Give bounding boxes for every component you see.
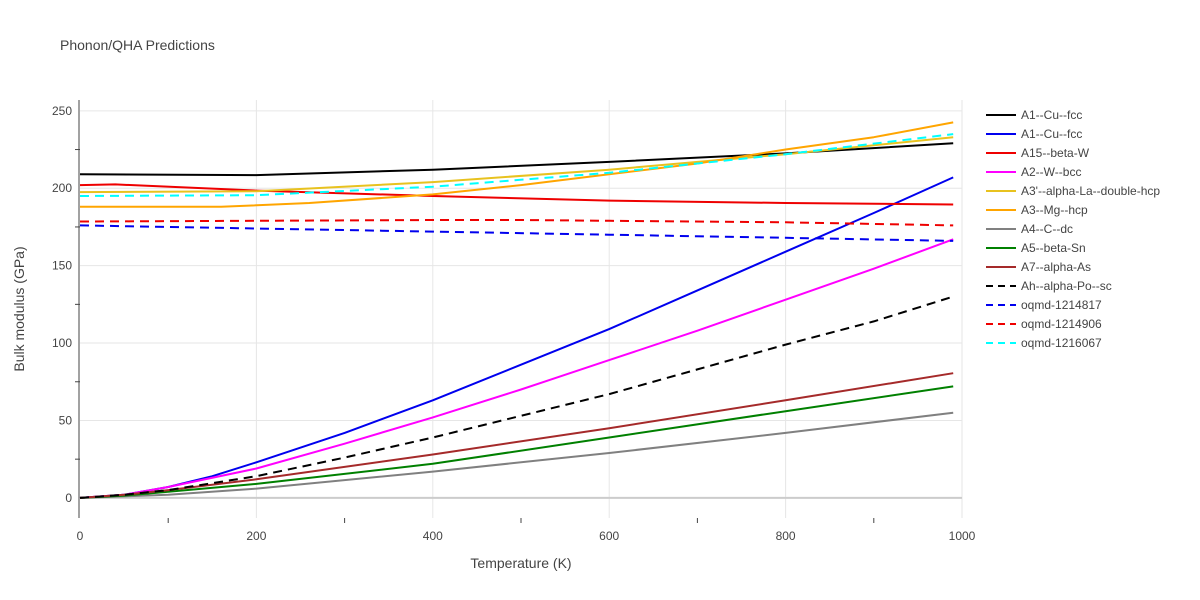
series-line	[79, 176, 954, 499]
y-axis-title: Bulk modulus (GPa)	[11, 246, 27, 371]
legend-label: A4--C--dc	[1021, 222, 1073, 236]
chart-title: Phonon/QHA Predictions	[60, 37, 215, 53]
y-tick-label: 150	[52, 259, 72, 273]
series-line	[79, 295, 954, 499]
legend-label: A3'--alpha-La--double-hcp	[1021, 184, 1160, 198]
legend-item[interactable]: oqmd-1214817	[986, 298, 1102, 312]
x-tick-label: 0	[77, 529, 84, 543]
legend-item[interactable]: A3--Mg--hcp	[986, 203, 1088, 217]
legend-label: A1--Cu--fcc	[1021, 108, 1082, 122]
x-axis-ticks: 0 200 400 600 800 1000	[77, 518, 976, 543]
legend[interactable]: A1--Cu--fcc A1--Cu--fcc A15--beta-W A2--W--…	[986, 108, 1160, 350]
x-tick-label: 800	[776, 529, 796, 543]
legend-item[interactable]: A4--C--dc	[986, 222, 1073, 236]
legend-item[interactable]: A5--beta-Sn	[986, 241, 1086, 255]
legend-label: A1--Cu--fcc	[1021, 127, 1082, 141]
legend-label: A15--beta-W	[1021, 146, 1090, 160]
x-tick-label: 600	[599, 529, 619, 543]
legend-label: Ah--alpha-Po--sc	[1021, 279, 1112, 293]
x-tick-label: 1000	[949, 529, 976, 543]
legend-label: oqmd-1216067	[1021, 336, 1102, 350]
x-tick-label: 200	[246, 529, 266, 543]
legend-item[interactable]: A3'--alpha-La--double-hcp	[986, 184, 1160, 198]
series-line	[79, 238, 954, 499]
legend-label: A5--beta-Sn	[1021, 241, 1086, 255]
legend-item[interactable]: A1--Cu--fcc	[986, 108, 1082, 122]
grid	[80, 100, 963, 518]
y-tick-label: 250	[52, 104, 72, 118]
series-line	[79, 219, 954, 227]
legend-item[interactable]: Ah--alpha-Po--sc	[986, 279, 1112, 293]
series-line	[79, 133, 954, 197]
legend-item[interactable]: oqmd-1214906	[986, 317, 1102, 331]
legend-item[interactable]: A7--alpha-As	[986, 260, 1091, 274]
series-line	[79, 411, 954, 499]
legend-label: A3--Mg--hcp	[1021, 203, 1088, 217]
legend-label: A2--W--bcc	[1021, 165, 1081, 179]
series-line	[79, 136, 954, 194]
plot-area	[79, 121, 954, 499]
series-line	[79, 142, 954, 177]
series-line	[80, 121, 954, 208]
legend-item[interactable]: A15--beta-W	[986, 146, 1090, 160]
series-line	[79, 183, 954, 206]
legend-item[interactable]: oqmd-1216067	[986, 336, 1102, 350]
x-axis-title: Temperature (K)	[470, 555, 571, 571]
legend-item[interactable]: A1--Cu--fcc	[986, 127, 1082, 141]
legend-label: oqmd-1214817	[1021, 298, 1102, 312]
legend-item[interactable]: A2--W--bcc	[986, 165, 1081, 179]
y-tick-label: 200	[52, 181, 72, 195]
series-line	[79, 224, 954, 242]
x-tick-label: 400	[423, 529, 443, 543]
y-tick-label: 50	[59, 413, 73, 427]
legend-label: oqmd-1214906	[1021, 317, 1102, 331]
y-axis-ticks: 0 50 100 150 200 250	[52, 104, 80, 505]
y-tick-label: 0	[65, 491, 72, 505]
y-tick-label: 100	[52, 336, 72, 350]
legend-label: A7--alpha-As	[1021, 260, 1091, 274]
